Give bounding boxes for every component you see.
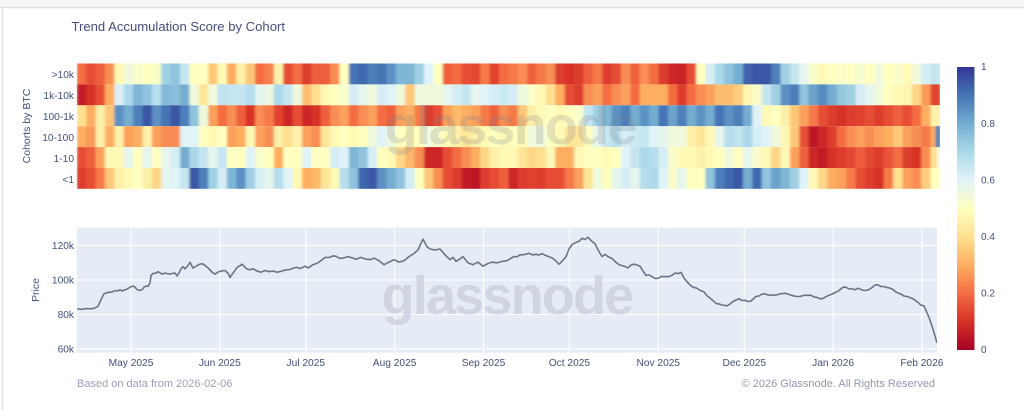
svg-text:Nov 2025: Nov 2025 bbox=[636, 358, 680, 369]
svg-text:60k: 60k bbox=[58, 345, 75, 356]
svg-text:120k: 120k bbox=[52, 241, 75, 252]
svg-text:1k-10k: 1k-10k bbox=[43, 91, 74, 102]
svg-text:glassnode: glassnode bbox=[385, 96, 637, 156]
svg-text:10-100: 10-100 bbox=[42, 133, 74, 144]
svg-text:80k: 80k bbox=[58, 310, 75, 321]
svg-text:Based on data from 2026-02-06: Based on data from 2026-02-06 bbox=[77, 378, 232, 390]
svg-text:<1: <1 bbox=[62, 175, 74, 186]
svg-text:Trend Accumulation Score by Co: Trend Accumulation Score by Cohort bbox=[72, 19, 286, 34]
svg-text:100k: 100k bbox=[52, 276, 75, 287]
svg-text:Dec 2025: Dec 2025 bbox=[722, 358, 766, 369]
svg-text:Aug 2025: Aug 2025 bbox=[373, 358, 417, 369]
svg-text:Jan 2026: Jan 2026 bbox=[812, 358, 854, 369]
svg-text:Oct 2025: Oct 2025 bbox=[549, 358, 591, 369]
svg-text:Jul 2025: Jul 2025 bbox=[287, 358, 326, 369]
svg-text:Sep 2025: Sep 2025 bbox=[462, 358, 506, 369]
svg-text:1-10: 1-10 bbox=[54, 154, 75, 165]
svg-text:0.6: 0.6 bbox=[981, 175, 995, 186]
svg-text:1: 1 bbox=[981, 62, 987, 73]
svg-text:Jun 2025: Jun 2025 bbox=[199, 358, 241, 369]
svg-text:May 2025: May 2025 bbox=[109, 358, 154, 369]
svg-text:Price: Price bbox=[30, 278, 42, 302]
svg-text:Cohorts by BTC: Cohorts by BTC bbox=[21, 88, 33, 163]
svg-text:0: 0 bbox=[981, 345, 987, 356]
svg-text:0.2: 0.2 bbox=[981, 289, 995, 300]
svg-text:glassnode: glassnode bbox=[382, 266, 634, 326]
svg-text:Feb 2026: Feb 2026 bbox=[900, 358, 943, 369]
svg-text:100-1k: 100-1k bbox=[43, 112, 75, 123]
svg-text:© 2026 Glassnode. All Rights R: © 2026 Glassnode. All Rights Reserved bbox=[742, 378, 935, 390]
svg-text:0.4: 0.4 bbox=[981, 232, 995, 243]
svg-text:>10k: >10k bbox=[52, 70, 75, 81]
svg-text:0.8: 0.8 bbox=[981, 119, 995, 130]
